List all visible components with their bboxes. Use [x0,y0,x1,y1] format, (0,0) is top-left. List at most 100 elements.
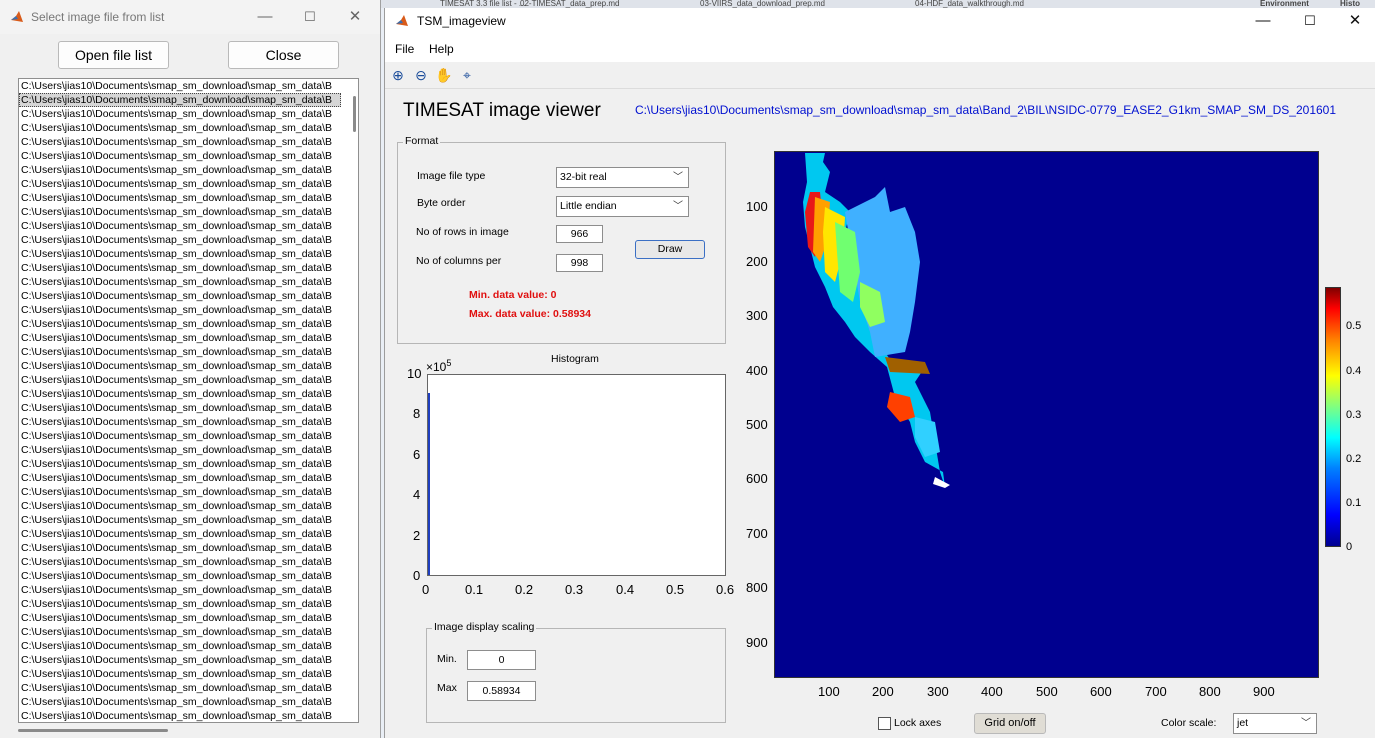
min-data-value: Min. data value: 0 [469,289,557,301]
colorbar-tick: 0.2 [1346,453,1362,465]
image-y-tick: 500 [746,417,768,432]
rows-input[interactable]: 966 [556,225,603,243]
file-list-item[interactable]: C:\Users\jias10\Documents\smap_sm_downlo… [21,388,333,400]
image-axes[interactable] [774,151,1319,678]
title-bar: Select image file from list — ☐ ✕ [0,0,380,34]
file-list-item[interactable]: C:\Users\jias10\Documents\smap_sm_downlo… [21,598,333,610]
file-list-item[interactable]: C:\Users\jias10\Documents\smap_sm_downlo… [21,696,333,708]
file-list-item[interactable]: C:\Users\jias10\Documents\smap_sm_downlo… [21,416,333,428]
close-window-button[interactable]: ✕ [1348,12,1362,29]
file-list-item[interactable]: C:\Users\jias10\Documents\smap_sm_downlo… [21,668,333,680]
file-list-item[interactable]: C:\Users\jias10\Documents\smap_sm_downlo… [21,318,333,330]
cols-label: No of columns per [416,255,502,267]
zoom-out-icon[interactable]: ⊖ [415,67,427,83]
file-type-select[interactable]: 32-bit real ﹀ [556,167,689,188]
file-list-item[interactable]: C:\Users\jias10\Documents\smap_sm_downlo… [21,570,333,582]
file-list[interactable]: C:\Users\jias10\Documents\smap_sm_downlo… [18,78,359,723]
file-list-item[interactable]: C:\Users\jias10\Documents\smap_sm_downlo… [21,178,333,190]
window-title: Select image file from list [31,10,165,24]
file-list-item[interactable]: C:\Users\jias10\Documents\smap_sm_downlo… [21,626,333,638]
file-list-item[interactable]: C:\Users\jias10\Documents\smap_sm_downlo… [21,220,333,232]
file-list-item[interactable]: C:\Users\jias10\Documents\smap_sm_downlo… [21,444,333,456]
vertical-scrollbar[interactable] [353,96,356,132]
file-list-item[interactable]: C:\Users\jias10\Documents\smap_sm_downlo… [21,80,333,92]
hist-y-tick: 0 [413,568,421,583]
zoom-in-icon[interactable]: ⊕ [392,67,404,83]
file-list-item[interactable]: C:\Users\jias10\Documents\smap_sm_downlo… [21,654,333,666]
file-list-item[interactable]: C:\Users\jias10\Documents\smap_sm_downlo… [21,710,333,722]
file-list-item[interactable]: C:\Users\jias10\Documents\smap_sm_downlo… [21,192,333,204]
file-list-item[interactable]: C:\Users\jias10\Documents\smap_sm_downlo… [21,248,333,260]
hist-x-tick: 0.5 [666,582,685,597]
byte-order-label: Byte order [417,197,466,209]
file-list-item[interactable]: C:\Users\jias10\Documents\smap_sm_downlo… [21,528,333,540]
file-list-item[interactable]: C:\Users\jias10\Documents\smap_sm_downlo… [21,584,333,596]
histogram-axes[interactable] [427,374,726,576]
file-list-item[interactable]: C:\Users\jias10\Documents\smap_sm_downlo… [21,206,333,218]
hist-x-tick: 0.1 [465,582,484,597]
file-list-item[interactable]: C:\Users\jias10\Documents\smap_sm_downlo… [21,332,333,344]
scaling-max-input[interactable]: 0.58934 [467,681,536,701]
page-title: TIMESAT image viewer [403,100,601,121]
file-list-item[interactable]: C:\Users\jias10\Documents\smap_sm_downlo… [21,374,333,386]
colorbar-tick: 0 [1346,541,1353,553]
menu-help[interactable]: Help [429,42,454,56]
image-y-tick: 800 [746,580,768,595]
colorbar-tick: 0.4 [1346,365,1362,377]
close-window-button[interactable]: ✕ [348,8,362,25]
file-list-item[interactable]: C:\Users\jias10\Documents\smap_sm_downlo… [21,360,333,372]
file-list-item[interactable]: C:\Users\jias10\Documents\smap_sm_downlo… [21,514,333,526]
open-file-list-button[interactable]: Open file list [58,41,169,69]
file-list-item[interactable]: C:\Users\jias10\Documents\smap_sm_downlo… [19,93,341,107]
file-list-item[interactable]: C:\Users\jias10\Documents\smap_sm_downlo… [21,108,333,120]
file-list-item[interactable]: C:\Users\jias10\Documents\smap_sm_downlo… [21,136,333,148]
file-list-item[interactable]: C:\Users\jias10\Documents\smap_sm_downlo… [21,150,333,162]
file-list-item[interactable]: C:\Users\jias10\Documents\smap_sm_downlo… [21,346,333,358]
file-list-item[interactable]: C:\Users\jias10\Documents\smap_sm_downlo… [21,486,333,498]
file-list-item[interactable]: C:\Users\jias10\Documents\smap_sm_downlo… [21,122,333,134]
maximize-button[interactable]: ☐ [304,9,316,24]
file-list-item[interactable]: C:\Users\jias10\Documents\smap_sm_downlo… [21,164,333,176]
file-list-item[interactable]: C:\Users\jias10\Documents\smap_sm_downlo… [21,262,333,274]
horizontal-scrollbar[interactable] [18,729,168,732]
colorbar [1325,287,1341,547]
data-cursor-icon[interactable]: ⌖ [463,67,471,83]
pan-icon[interactable]: ✋ [435,67,453,83]
max-data-value: Max. data value: 0.58934 [469,308,591,320]
background-tab: Environment [1260,0,1309,8]
grid-toggle-button[interactable]: Grid on/off [974,713,1046,734]
minimize-button[interactable]: — [257,8,273,25]
file-list-item[interactable]: C:\Users\jias10\Documents\smap_sm_downlo… [21,458,333,470]
file-list-item[interactable]: C:\Users\jias10\Documents\smap_sm_downlo… [21,500,333,512]
file-list-item[interactable]: C:\Users\jias10\Documents\smap_sm_downlo… [21,640,333,652]
file-list-item[interactable]: C:\Users\jias10\Documents\smap_sm_downlo… [21,430,333,442]
file-list-item[interactable]: C:\Users\jias10\Documents\smap_sm_downlo… [21,612,333,624]
file-list-item[interactable]: C:\Users\jias10\Documents\smap_sm_downlo… [21,542,333,554]
draw-button[interactable]: Draw [635,240,705,259]
hist-y-tick: 2 [413,528,421,543]
menu-file[interactable]: File [395,42,415,56]
file-list-item[interactable]: C:\Users\jias10\Documents\smap_sm_downlo… [21,556,333,568]
file-list-item[interactable]: C:\Users\jias10\Documents\smap_sm_downlo… [21,290,333,302]
file-list-item[interactable]: C:\Users\jias10\Documents\smap_sm_downlo… [21,276,333,288]
file-list-item[interactable]: C:\Users\jias10\Documents\smap_sm_downlo… [21,472,333,484]
file-list-item[interactable]: C:\Users\jias10\Documents\smap_sm_downlo… [21,402,333,414]
chevron-down-icon: ﹀ [1301,718,1311,729]
cols-input[interactable]: 998 [556,254,603,272]
format-panel-title: Format [403,135,441,147]
file-list-item[interactable]: C:\Users\jias10\Documents\smap_sm_downlo… [21,234,333,246]
scaling-panel: Image display scaling Min. 0 Max 0.58934 [426,621,726,723]
maximize-button[interactable]: ☐ [1304,13,1316,28]
close-button[interactable]: Close [228,41,339,69]
lock-axes-checkbox[interactable] [878,717,891,730]
file-list-item[interactable]: C:\Users\jias10\Documents\smap_sm_downlo… [21,682,333,694]
color-scale-select[interactable]: jet ﹀ [1233,713,1317,734]
scaling-panel-title: Image display scaling [432,621,537,633]
toolbar: ⊕ ⊖ ✋ ⌖ [385,62,1375,89]
byte-order-select[interactable]: Little endian ﹀ [556,196,689,217]
scaling-min-input[interactable]: 0 [467,650,536,670]
minimize-button[interactable]: — [1255,12,1271,29]
scaling-min-label: Min. [437,653,457,665]
rows-label: No of rows in image [416,226,509,238]
file-list-item[interactable]: C:\Users\jias10\Documents\smap_sm_downlo… [21,304,333,316]
